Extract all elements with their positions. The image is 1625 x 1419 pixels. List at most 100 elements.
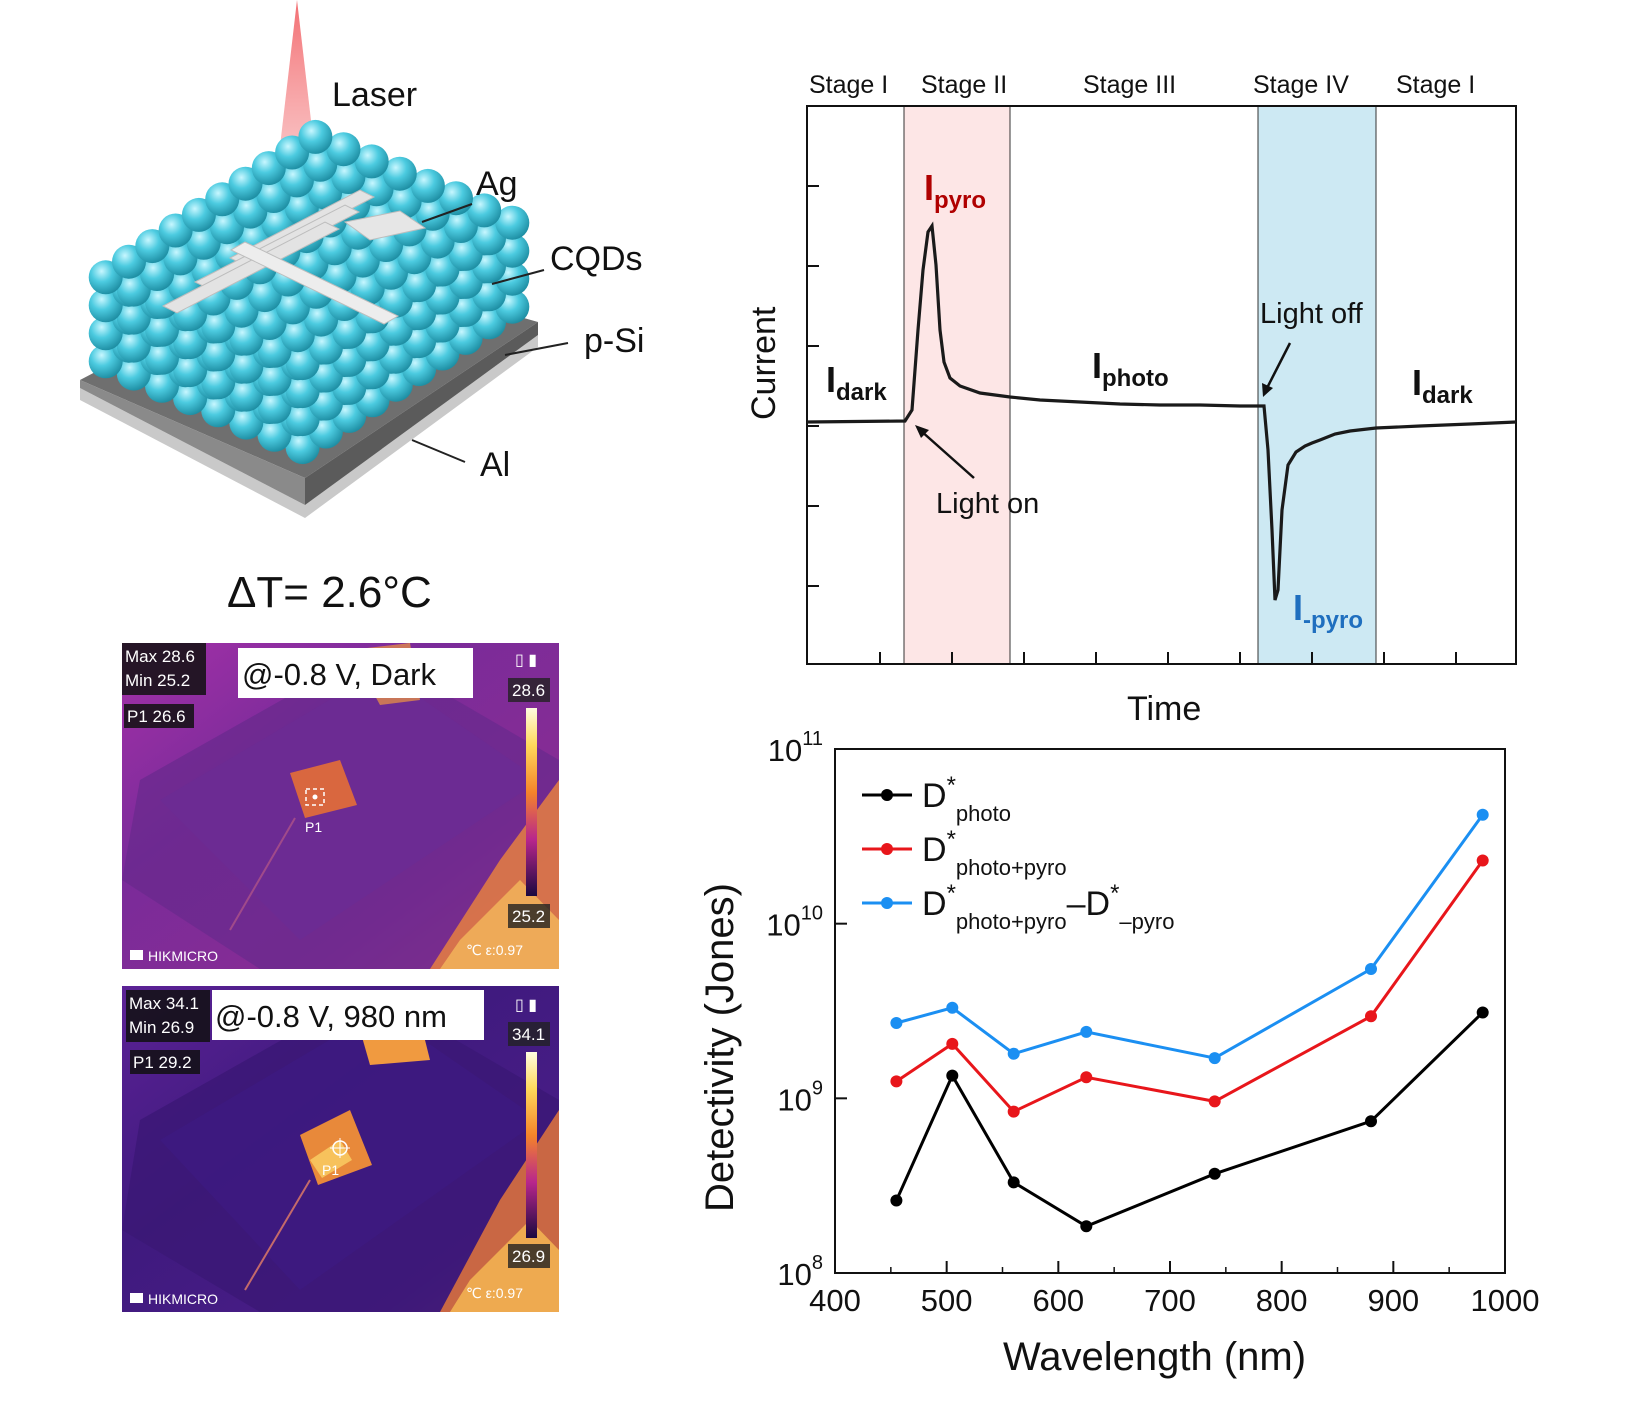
thermal-2-condition: @-0.8 V, 980 nm: [215, 999, 447, 1034]
plot-frame: [806, 105, 1517, 665]
light-off-label: Light off: [1260, 298, 1364, 330]
x-tick-label: 900: [1367, 1283, 1419, 1318]
svg-text:Min 26.9: Min 26.9: [129, 1018, 194, 1037]
svg-text:Min 25.2: Min 25.2: [125, 671, 190, 690]
legend-entry-1: D*photo+pyro: [922, 826, 1067, 880]
svg-text:P1 26.6: P1 26.6: [127, 707, 186, 726]
chart-series: [890, 808, 1489, 1233]
svg-text:P1: P1: [305, 819, 322, 835]
x-tick-label: 500: [921, 1283, 973, 1318]
x-tick-label: 1000: [1471, 1283, 1540, 1318]
series-point-1: [890, 1075, 903, 1088]
ag-electrode: [161, 189, 427, 325]
p-si-label: p-Si: [584, 322, 644, 360]
p-si-front: [80, 380, 305, 505]
cqd-sphere: [410, 168, 445, 203]
svg-text:Max 28.6: Max 28.6: [125, 647, 195, 666]
svg-text:P1: P1: [322, 1162, 339, 1178]
series-line-0: [895, 1011, 1484, 1228]
series-point-0: [1208, 1167, 1221, 1180]
cqd-spheres: [88, 119, 530, 465]
battery-icon: ▯ ▮: [515, 652, 537, 669]
svg-text:Stage II: Stage II: [921, 71, 1007, 99]
y-tick-label: 108: [777, 1252, 823, 1292]
temperature-scale-bar: [526, 708, 537, 896]
svg-text:28.6: 28.6: [512, 681, 545, 700]
cqd-sphere: [467, 193, 502, 228]
ag-label: Ag: [476, 165, 518, 203]
cqds-label: CQDs: [550, 240, 643, 278]
thermal-image-980nm: Max 34.1 Min 26.9 P1 29.2 @-0.8 V, 980 n…: [122, 986, 559, 1312]
brand-logo: HIKMICRO: [148, 948, 218, 964]
series-point-2: [1365, 963, 1377, 975]
delta-t-label: ΔT= 2.6°C: [227, 568, 432, 617]
svg-text:HIKMICRO: HIKMICRO: [148, 1291, 218, 1307]
series-point-2: [1007, 1047, 1020, 1060]
series-point-0: [1080, 1220, 1093, 1233]
svg-text:℃ ε:0.97: ℃ ε:0.97: [466, 942, 523, 958]
svg-text:Ipyro: Ipyro: [924, 167, 986, 214]
chart-ticks: 400 500 600 700 800 900 1000 108 109 1010 1011: [766, 728, 1539, 1318]
svg-text:Stage I: Stage I: [809, 71, 888, 99]
series-point-2: [1208, 1052, 1221, 1065]
series-point-0: [1007, 1176, 1020, 1189]
current-axis-label: Current: [745, 306, 783, 420]
al-label: Al: [480, 446, 510, 484]
legend-entry-0: D*photo: [922, 772, 1011, 826]
cqd-sphere: [326, 132, 361, 167]
legend-swatch-point: [881, 789, 893, 801]
x-tick-label: 600: [1032, 1283, 1084, 1318]
svg-text:Idark: Idark: [826, 359, 887, 406]
svg-text:Stage III: Stage III: [1083, 71, 1176, 99]
y-tick-label: 109: [777, 1077, 823, 1117]
legend-swatch-point: [881, 843, 893, 855]
thermal-1-condition: @-0.8 V, Dark: [242, 657, 437, 692]
cqd-sphere: [354, 144, 389, 179]
series-line-2: [896, 813, 1484, 1060]
thermal-image-dark: Max 28.6 Min 25.2 P1 26.6 @-0.8 V, Dark …: [122, 643, 559, 969]
detectivity-chart: 400 500 600 700 800 900 1000 108 109 1010 1011 Wav…: [698, 728, 1539, 1379]
series-point-2: [890, 1017, 903, 1029]
series-point-1: [1080, 1071, 1093, 1084]
svg-text:Idark: Idark: [1412, 362, 1473, 409]
cqd-sphere: [298, 119, 333, 154]
series-point-2: [1080, 1025, 1093, 1038]
x-tick-label: 400: [809, 1283, 861, 1318]
series-point-2: [946, 1001, 959, 1014]
svg-text:Stage IV: Stage IV: [1253, 71, 1349, 99]
current-time-plot: Stage I Stage II Stage III Stage IV Stag…: [745, 71, 1517, 728]
series-point-0: [1365, 1115, 1377, 1128]
time-axis-label: Time: [1127, 690, 1201, 728]
y-tick-label: 1010: [766, 903, 823, 943]
series-point-0: [946, 1069, 959, 1082]
svg-text:Stage I: Stage I: [1396, 71, 1475, 99]
cqd-sphere: [495, 205, 530, 240]
series-point-0: [1476, 1006, 1489, 1019]
device-schematic: Laser Ag CQDs p-Si Al: [80, 0, 644, 518]
series-point-1: [946, 1037, 959, 1050]
svg-text:℃ ε:0.97: ℃ ε:0.97: [466, 1285, 523, 1301]
chart-y-label: Detectivity (Jones): [698, 883, 742, 1212]
y-tick-label: 1011: [768, 728, 823, 768]
p-si-side: [305, 322, 538, 505]
svg-text:25.2: 25.2: [512, 907, 545, 926]
legend-swatch-point: [881, 897, 893, 909]
series-line-1: [895, 859, 1484, 1114]
x-tick-label: 700: [1144, 1283, 1196, 1318]
series-point-1: [1208, 1095, 1221, 1108]
legend-entry-2: D*photo+pyro–D*–pyro: [922, 880, 1174, 934]
svg-text:I-pyro: I-pyro: [1293, 587, 1363, 634]
laser-label: Laser: [332, 76, 417, 114]
svg-text:Iphoto: Iphoto: [1092, 345, 1169, 392]
series-point-1: [1365, 1010, 1377, 1023]
svg-text:P1 29.2: P1 29.2: [133, 1053, 192, 1072]
cqd-sphere: [382, 156, 417, 191]
chart-x-label: Wavelength (nm): [1003, 1335, 1306, 1379]
x-tick-label: 800: [1256, 1283, 1308, 1318]
series-point-1: [1007, 1105, 1020, 1118]
series-point-1: [1476, 854, 1489, 867]
svg-text:34.1: 34.1: [512, 1025, 545, 1044]
current-trace: [806, 221, 1517, 601]
